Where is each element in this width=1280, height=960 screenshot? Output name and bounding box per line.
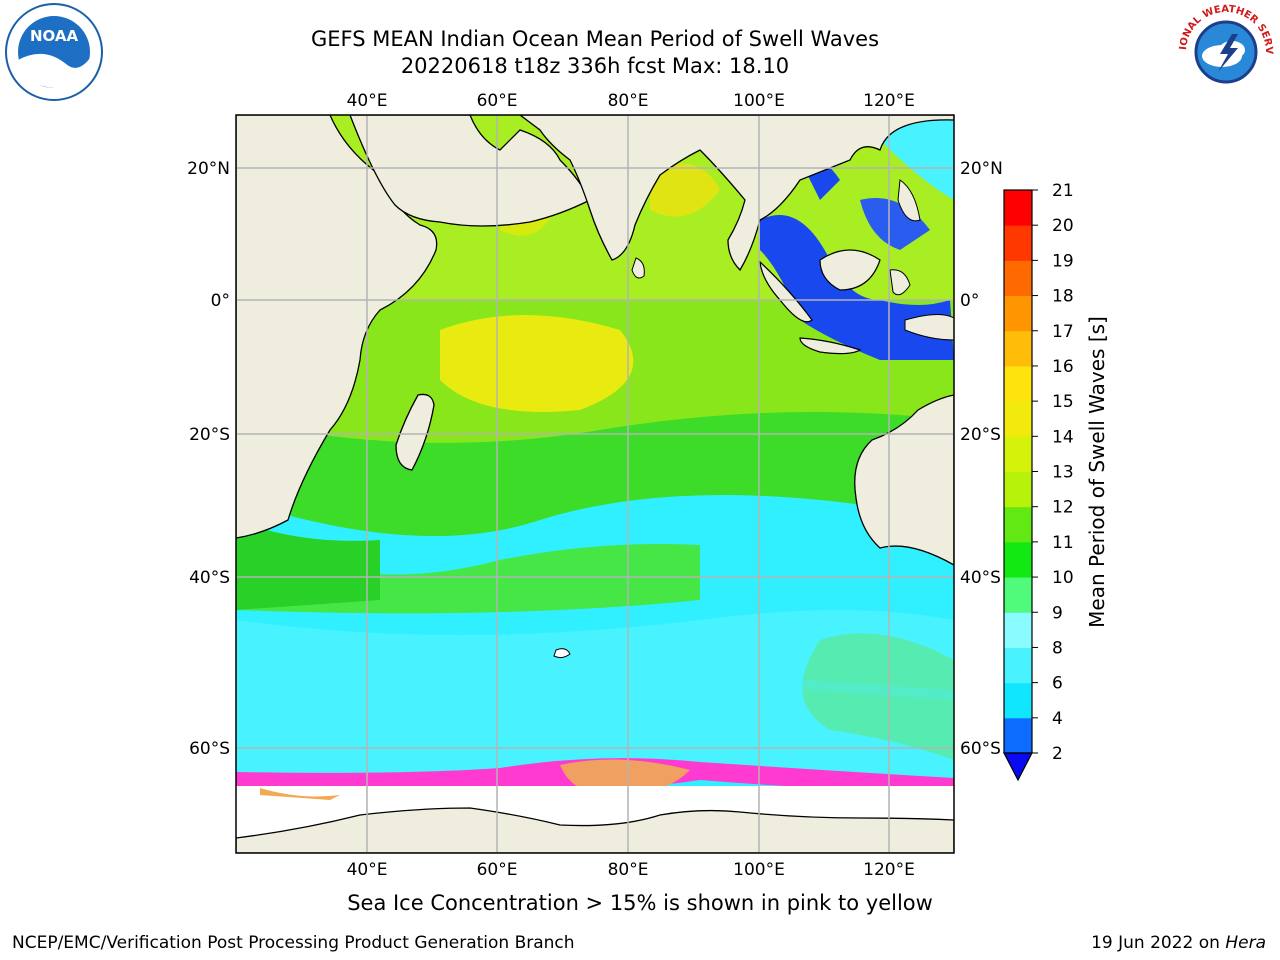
lat-label-right: 0°	[960, 291, 979, 311]
colorbar-segment	[1004, 225, 1032, 261]
colorbar-tick-label: 9	[1052, 603, 1063, 623]
lon-label-bottom: 80°E	[608, 860, 649, 880]
colorbar-segment	[1004, 682, 1032, 719]
lat-label-left: 20°N	[187, 159, 230, 179]
colorbar-segment	[1004, 365, 1032, 402]
colorbar-tick-label: 8	[1052, 638, 1063, 658]
lat-label-right: 20°S	[960, 425, 1001, 445]
footer-credit: NCEP/EMC/Verification Post Processing Pr…	[12, 933, 575, 953]
noaa-logo: NOAA	[5, 3, 103, 101]
footer-host: Hera	[1225, 933, 1266, 953]
graticule	[236, 115, 954, 853]
footer-date-text: 19 Jun 2022 on	[1091, 933, 1226, 953]
lat-label-right: 60°S	[960, 739, 1001, 759]
colorbar-segment	[1004, 506, 1032, 543]
colorbar-label: Mean Period of Swell Waves [s]	[1085, 316, 1109, 628]
colorbar-segment	[1004, 190, 1032, 226]
colorbar-tick-label: 13	[1052, 463, 1074, 483]
colorbar-segment	[1004, 330, 1032, 367]
colorbar-tick-label: 10	[1052, 568, 1074, 588]
colorbar-segment	[1004, 436, 1032, 472]
lon-label-top: 40°E	[347, 91, 388, 111]
map-frame	[235, 114, 955, 854]
colorbar-tick-label: 4	[1052, 709, 1063, 729]
colorbar-tick-label: 19	[1052, 251, 1074, 271]
colorbar-tick-label: 17	[1052, 322, 1074, 342]
lat-label-left: 20°S	[189, 425, 230, 445]
colorbar-tick-label: 15	[1052, 392, 1074, 412]
chart-title: GEFS MEAN Indian Ocean Mean Period of Sw…	[310, 27, 880, 51]
colorbar-tick-label: 16	[1052, 357, 1074, 377]
colorbar-tick-label: 20	[1052, 216, 1074, 236]
colorbar-segment	[1004, 577, 1032, 613]
footer-date: 19 Jun 2022 on Hera	[1091, 933, 1266, 953]
colorbar-segment	[1004, 717, 1032, 754]
colorbar-segment	[1004, 260, 1032, 297]
lon-label-bottom: 40°E	[347, 860, 388, 880]
lon-label-top: 80°E	[608, 91, 649, 111]
map-canvas	[236, 115, 954, 853]
colorbar-segment	[1004, 471, 1032, 508]
colorbar-segment	[1004, 541, 1032, 578]
lon-label-bottom: 120°E	[863, 860, 915, 880]
colorbar-extend-arrow	[1003, 752, 1033, 782]
colorbar-tick-label: 14	[1052, 427, 1074, 447]
lat-label-left: 60°S	[189, 739, 230, 759]
colorbar: 2 4 6 8 9 10 11 12 13 14 15 16 17 18 19 20 21	[1003, 181, 1074, 782]
colorbar-tick-label: 6	[1052, 674, 1063, 694]
colorbar-segment	[1004, 647, 1032, 684]
noaa-logo-text: NOAA	[30, 27, 79, 45]
lat-label-right: 40°S	[960, 568, 1001, 588]
colorbar-segment	[1004, 401, 1032, 437]
chart-subtitle: 20220618 t18z 336h fcst Max: 18.10	[400, 54, 790, 78]
lon-label-bottom: 60°E	[477, 860, 518, 880]
lon-label-bottom: 100°E	[733, 860, 785, 880]
lon-label-top: 100°E	[733, 91, 785, 111]
colorbar-segment	[1004, 295, 1032, 332]
colorbar-tick-label: 12	[1052, 498, 1074, 518]
colorbar-tick-label: 21	[1052, 181, 1074, 201]
lon-label-top: 60°E	[477, 91, 518, 111]
lon-label-top: 120°E	[863, 91, 915, 111]
colorbar-tick-label: 2	[1052, 744, 1063, 764]
sea-ice-caption: Sea Ice Concentration > 15% is shown in …	[347, 891, 933, 915]
lat-label-left: 0°	[211, 291, 230, 311]
lat-label-left: 40°S	[189, 568, 230, 588]
colorbar-tick-label: 11	[1052, 533, 1074, 553]
lat-label-right: 20°N	[960, 159, 1003, 179]
colorbar-tick-label: 18	[1052, 287, 1074, 307]
nws-logo: NATIONAL WEATHER SERVICE	[1176, 2, 1274, 100]
colorbar-segment	[1004, 612, 1032, 648]
